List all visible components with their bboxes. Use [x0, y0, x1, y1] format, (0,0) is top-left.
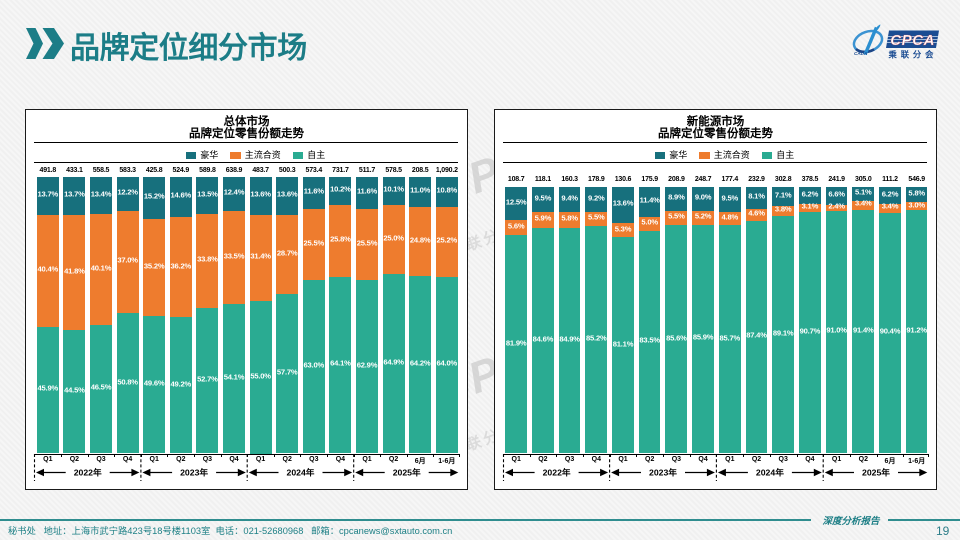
svg-text:2023年: 2023年	[180, 467, 208, 478]
svg-text:2022年: 2022年	[543, 467, 571, 478]
svg-text:CPCA: CPCA	[890, 32, 935, 49]
svg-text:2024年: 2024年	[756, 467, 784, 478]
svg-text:CADA: CADA	[854, 51, 867, 56]
svg-text:2022年: 2022年	[74, 467, 102, 478]
svg-text:2024年: 2024年	[286, 467, 314, 478]
svg-text:2023年: 2023年	[649, 467, 677, 478]
svg-text:2025年: 2025年	[862, 467, 890, 478]
svg-text:乘联分会: 乘联分会	[888, 50, 938, 60]
svg-text:2025年: 2025年	[393, 467, 421, 478]
